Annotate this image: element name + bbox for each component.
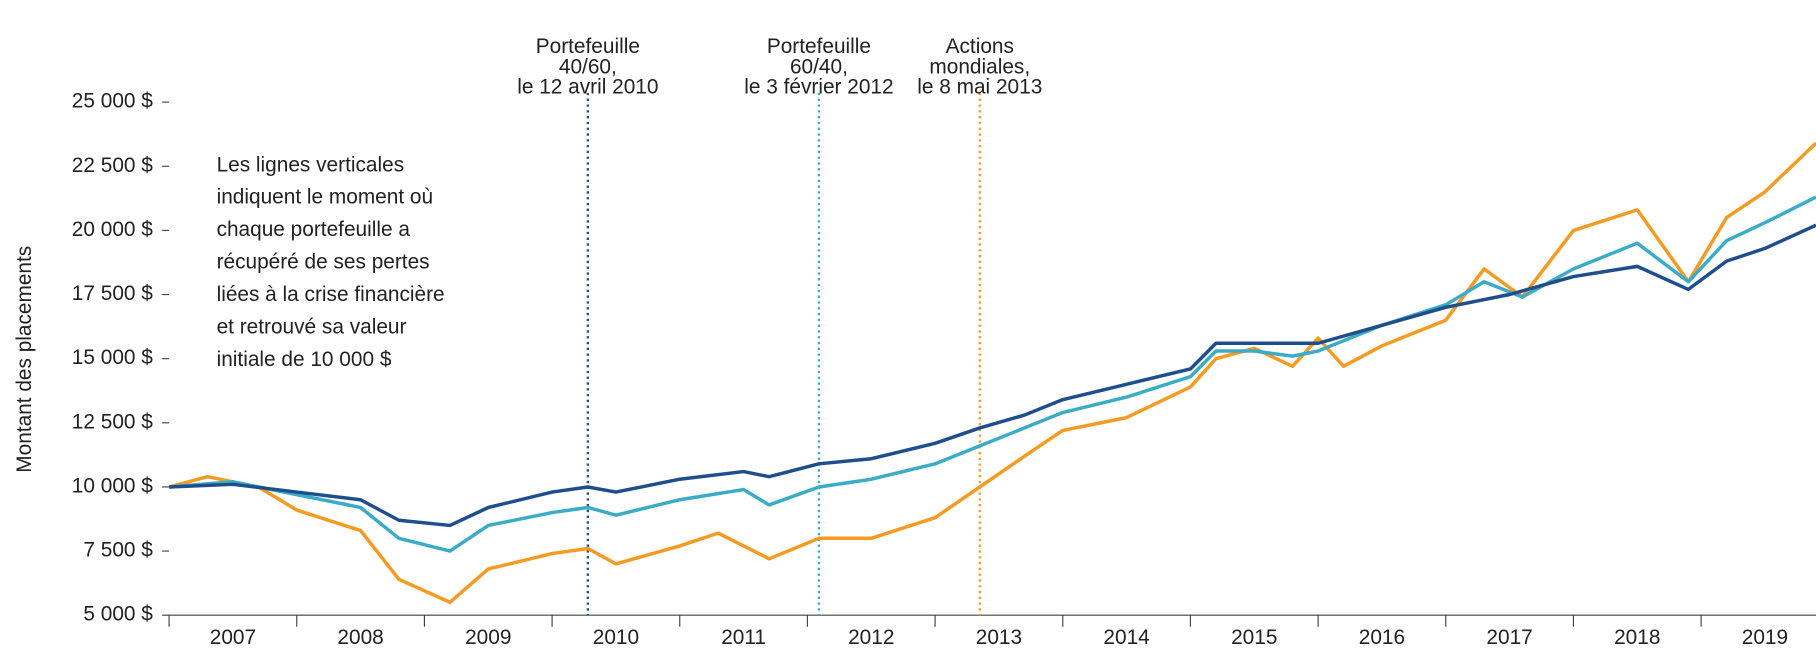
annotation-label: le 8 mai 2013 (917, 76, 1042, 99)
x-tick-label: 2011 (721, 626, 766, 649)
annotation-label: Portefeuille (767, 35, 871, 58)
annotation-label: Actions (946, 35, 1014, 58)
x-tick-label: 2013 (976, 626, 1022, 649)
x-tick-label: 2014 (1103, 626, 1149, 649)
x-tick-label: 2010 (593, 626, 639, 649)
note-line: liées à la crise financière (217, 283, 445, 306)
y-tick-label: 5 000 $ (83, 603, 153, 626)
annotation-label: 40/60, (559, 55, 617, 78)
x-tick-label: 2008 (337, 626, 383, 649)
annotation-label: 60/40, (790, 55, 848, 78)
y-tick-label: 22 500 $ (72, 154, 153, 177)
x-tick-label: 2017 (1486, 626, 1532, 649)
note-line: chaque portefeuille a (217, 218, 411, 241)
y-axis-label: Montant des placements (13, 246, 36, 473)
note-line: Les lignes verticales (217, 153, 405, 176)
annotation-label: le 12 avril 2010 (517, 76, 658, 99)
y-tick-label: 20 000 $ (72, 218, 153, 241)
x-tick-label: 2018 (1614, 626, 1660, 649)
annotation-label: mondiales, (929, 55, 1030, 78)
y-tick-label: 12 500 $ (72, 410, 153, 433)
note-line: indiquent le moment où (217, 186, 434, 209)
annotation-label: le 3 février 2012 (744, 76, 893, 99)
x-tick-label: 2015 (1231, 626, 1277, 649)
series-line (169, 223, 1816, 528)
y-tick-label: 17 500 $ (72, 282, 153, 305)
y-tick-label: 25 000 $ (72, 90, 153, 113)
note-line: initiale de 10 000 $ (217, 348, 392, 371)
x-tick-label: 2012 (848, 626, 894, 649)
series-line (168, 141, 1816, 605)
annotation-label: Portefeuille (536, 35, 640, 58)
y-tick-label: 10 000 $ (72, 474, 153, 497)
note-line: récupéré de ses pertes (217, 251, 430, 274)
x-tick-label: 2016 (1359, 626, 1405, 649)
x-tick-label: 2007 (210, 626, 256, 649)
y-tick-label: 7 500 $ (83, 539, 153, 562)
x-tick-label: 2019 (1742, 626, 1788, 649)
y-tick-label: 15 000 $ (72, 346, 153, 369)
x-tick-label: 2009 (465, 626, 511, 649)
note-line: et retrouvé sa valeur (217, 315, 407, 338)
